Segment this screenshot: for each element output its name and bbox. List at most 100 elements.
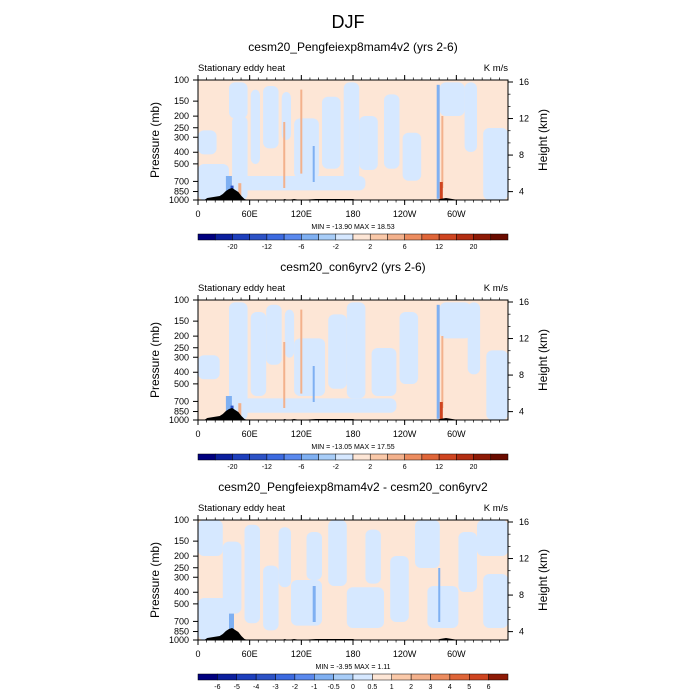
field — [198, 520, 508, 640]
colorbar-box — [488, 673, 509, 681]
field-negative-area — [278, 527, 291, 588]
field-label: Stationary eddy heat — [198, 63, 286, 74]
streak — [312, 366, 315, 402]
colorbar-box — [421, 453, 440, 461]
y-tick-label: 100 — [174, 75, 189, 85]
colorbar-label: 2 — [368, 244, 372, 251]
x-tick-label: 60W — [447, 209, 466, 219]
y-tick-label: 850 — [174, 187, 189, 197]
terrain — [198, 628, 508, 640]
colorbar-label: -2 — [333, 244, 339, 251]
colorbar-box — [294, 673, 315, 681]
figure-title: DJF — [332, 12, 365, 32]
y-tick-label: 150 — [174, 96, 189, 106]
y-tick-label: 150 — [174, 316, 189, 326]
field-negative-area — [198, 355, 220, 380]
field-negative-area — [198, 130, 217, 155]
field-label: Stationary eddy heat — [198, 283, 286, 294]
colorbar-box — [314, 673, 334, 681]
streak — [283, 122, 286, 188]
field-negative-area — [250, 89, 260, 164]
y-right-tick-label: 4 — [519, 627, 524, 637]
colorbar-box — [473, 233, 492, 241]
colorbar-box — [352, 673, 373, 681]
y-right-tick-label: 16 — [519, 77, 529, 87]
field-negative-area — [241, 398, 397, 413]
y-tick-label: 1000 — [169, 635, 189, 645]
y-right-tick-label: 8 — [519, 370, 524, 380]
x-tick-label: 120W — [393, 649, 417, 659]
colorbar-label: -2 — [292, 684, 298, 691]
field-negative-area — [229, 302, 248, 420]
y-right-tick-label: 8 — [519, 590, 524, 600]
x-tick-label: 120W — [393, 209, 417, 219]
field-negative-area — [427, 586, 459, 628]
y-right-tick-label: 12 — [519, 114, 529, 124]
y-axis-label: Pressure (mb) — [148, 102, 162, 178]
y-right-tick-label: 12 — [519, 554, 529, 564]
colorbar-box — [335, 453, 354, 461]
field-negative-area — [222, 541, 242, 614]
field-negative-area — [467, 302, 481, 375]
colorbar-box — [266, 453, 285, 461]
y-tick-label: 200 — [174, 331, 189, 341]
y-tick-label: 700 — [174, 396, 189, 406]
colorbar-label: 12 — [435, 464, 443, 471]
colorbar-box — [369, 233, 388, 241]
colorbar-box — [473, 453, 492, 461]
colorbar-label: 5 — [467, 684, 471, 691]
y-tick-label: 1000 — [169, 415, 189, 425]
x-tick-label: 180 — [345, 429, 360, 439]
y-tick-label: 100 — [174, 515, 189, 525]
field-negative-area — [384, 94, 400, 169]
x-tick-label: 180 — [345, 649, 360, 659]
colorbar-label: 4 — [448, 684, 452, 691]
units-label: K m/s — [484, 503, 509, 514]
colorbar-box — [387, 233, 405, 241]
colorbar-label: 6 — [403, 244, 407, 251]
colorbar-label: -4 — [253, 684, 259, 691]
colorbar-box — [217, 673, 237, 681]
streak — [229, 613, 234, 638]
y-tick-label: 500 — [174, 159, 189, 169]
field-negative-area — [294, 118, 319, 179]
colorbar-box — [255, 673, 276, 681]
colorbar-box — [249, 453, 268, 461]
colorbar-box — [283, 233, 302, 241]
y-tick-label: 850 — [174, 407, 189, 417]
field-negative-area — [359, 116, 378, 170]
colorbar-label: 2 — [409, 684, 413, 691]
y-right-tick-label: 16 — [519, 297, 529, 307]
field-negative-area — [402, 132, 422, 181]
y-right-axis-label: Height (km) — [536, 329, 550, 391]
y-tick-label: 500 — [174, 379, 189, 389]
x-tick-label: 60E — [242, 429, 258, 439]
colorbar-label: -6 — [298, 464, 304, 471]
colorbar-box — [214, 453, 233, 461]
streak — [283, 342, 286, 408]
field-negative-area — [486, 350, 508, 420]
colorbar-box — [232, 233, 250, 241]
colorbar-box — [197, 233, 216, 241]
y-tick-label: 250 — [174, 343, 189, 353]
terrain — [198, 408, 508, 420]
colorbar-label: -3 — [272, 684, 278, 691]
panel-3: cesm20_Pengfeiexp8mam4v2 - cesm20_con6yr… — [148, 480, 550, 691]
y-right-tick-label: 12 — [519, 334, 529, 344]
colorbar-label: 6 — [487, 684, 491, 691]
colorbar-box — [391, 673, 412, 681]
x-tick-label: 60W — [447, 429, 466, 439]
field-negative-area — [294, 338, 326, 396]
y-tick-label: 1000 — [169, 195, 189, 205]
field-negative-area — [198, 598, 229, 640]
min-max-label: MIN = -13.05 MAX = 17.55 — [311, 444, 394, 451]
field-negative-area — [328, 520, 347, 586]
field-negative-area — [365, 529, 381, 584]
colorbar-box — [410, 673, 431, 681]
colorbar-label: -6 — [298, 244, 304, 251]
field — [198, 80, 508, 200]
colorbar-box — [438, 233, 457, 241]
colorbar-box — [352, 233, 371, 241]
x-tick-label: 0 — [195, 209, 200, 219]
